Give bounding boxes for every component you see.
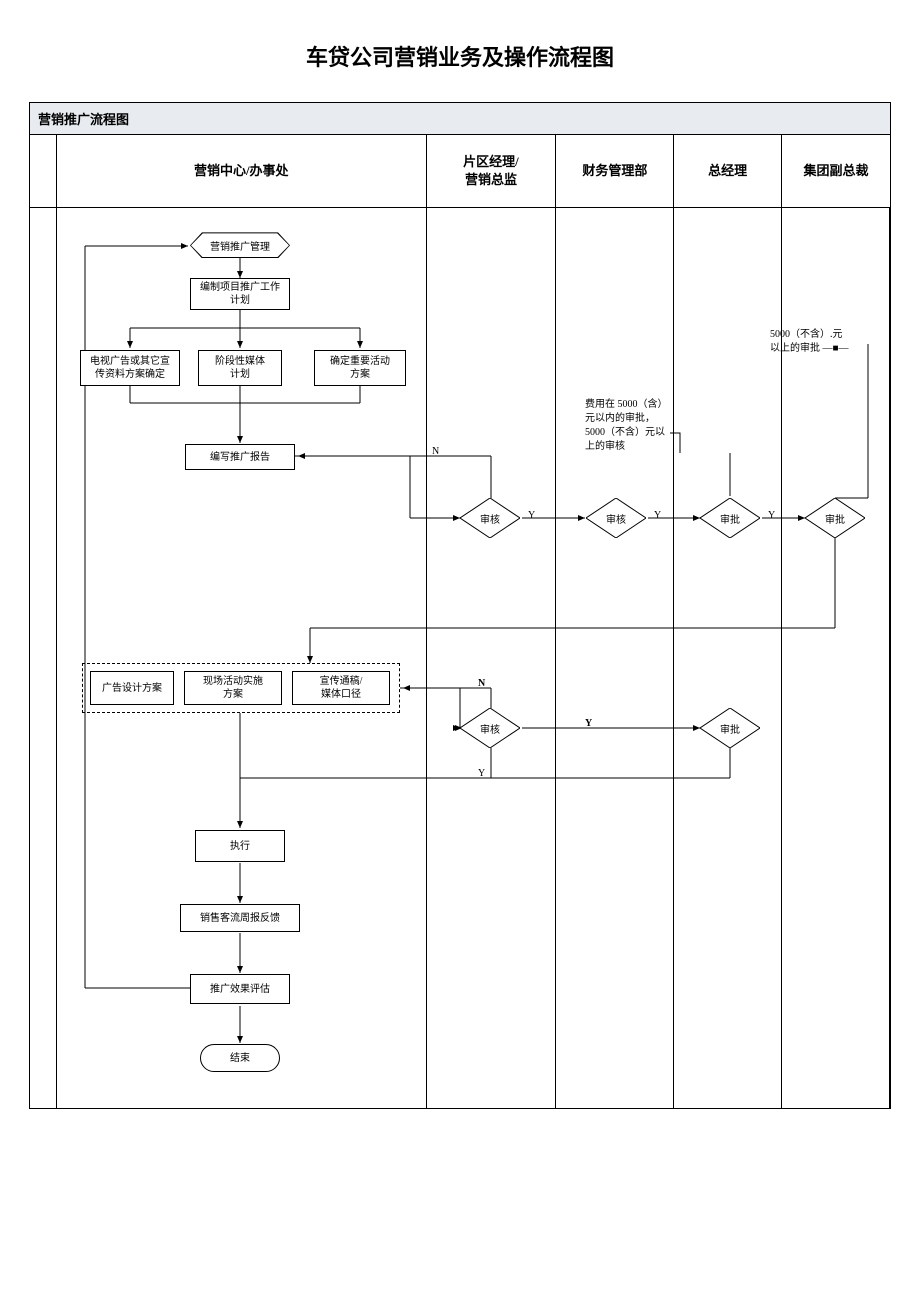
node-media: 阶段性媒体 计划 (198, 350, 282, 386)
node-end: 结束 (200, 1044, 280, 1072)
node-pr: 宣传通稿/ 媒体口径 (292, 671, 390, 705)
lane-header-4: 总经理 (674, 135, 782, 207)
label-y-4: Y (585, 718, 592, 729)
node-ad-design: 广告设计方案 (90, 671, 174, 705)
diamond-approve-1: 审批 (700, 498, 760, 538)
swimlane-header: 营销中心/办事处 片区经理/ 营销总监 财务管理部 总经理 集团副总裁 (30, 135, 890, 208)
chart-header: 营销推广流程图 (30, 103, 890, 135)
lane-2 (427, 208, 557, 1108)
label-n-1: N (432, 446, 439, 457)
lane-header-5: 集团副总裁 (782, 135, 890, 207)
diamond-approve-3: 审批 (700, 708, 760, 748)
node-start: 营销推广管理 (190, 232, 290, 258)
note-fee-over: 5000（不含）.元 以上的审批 —■— (770, 328, 880, 356)
lane-header-2: 片区经理/ 营销总监 (427, 135, 557, 207)
node-exec: 执行 (195, 830, 285, 862)
lane-4 (674, 208, 782, 1108)
node-report: 编写推广报告 (185, 444, 295, 470)
lane-header-3: 财务管理部 (556, 135, 674, 207)
diamond-review-1: 审核 (460, 498, 520, 538)
node-eval: 推广效果评估 (190, 974, 290, 1004)
node-feedback: 销售客流周报反馈 (180, 904, 300, 932)
note-fee-in: 费用在 5000（含） 元以内的审批， 5000（不含）元以 上的审核 (585, 398, 685, 454)
node-plan: 编制项目推广工作 计划 (190, 278, 290, 310)
label-y-2: Y (654, 510, 661, 521)
lane-1 (57, 208, 427, 1108)
node-site-plan: 现场活动实施 方案 (184, 671, 282, 705)
label-y-1: Y (528, 510, 535, 521)
lane-header-1: 营销中心/办事处 (57, 135, 427, 207)
swimlane-body: 营销推广管理 编制项目推广工作 计划 电视广告或其它宣 传资料方案确定 阶段性媒… (30, 208, 890, 1108)
diamond-review-3: 审核 (460, 708, 520, 748)
flowchart-container: 营销推广流程图 营销中心/办事处 片区经理/ 营销总监 财务管理部 总经理 集团… (29, 102, 891, 1109)
node-tv: 电视广告或其它宣 传资料方案确定 (80, 350, 180, 386)
lane-3 (556, 208, 674, 1108)
diamond-review-2: 审核 (586, 498, 646, 538)
label-n-2: N (478, 678, 485, 689)
label-y-5: Y (478, 768, 485, 779)
node-event: 确定重要活动 方案 (314, 350, 406, 386)
diamond-approve-2: 审批 (805, 498, 865, 538)
page-title: 车贷公司营销业务及操作流程图 (20, 40, 900, 72)
label-y-3: Y (768, 510, 775, 521)
